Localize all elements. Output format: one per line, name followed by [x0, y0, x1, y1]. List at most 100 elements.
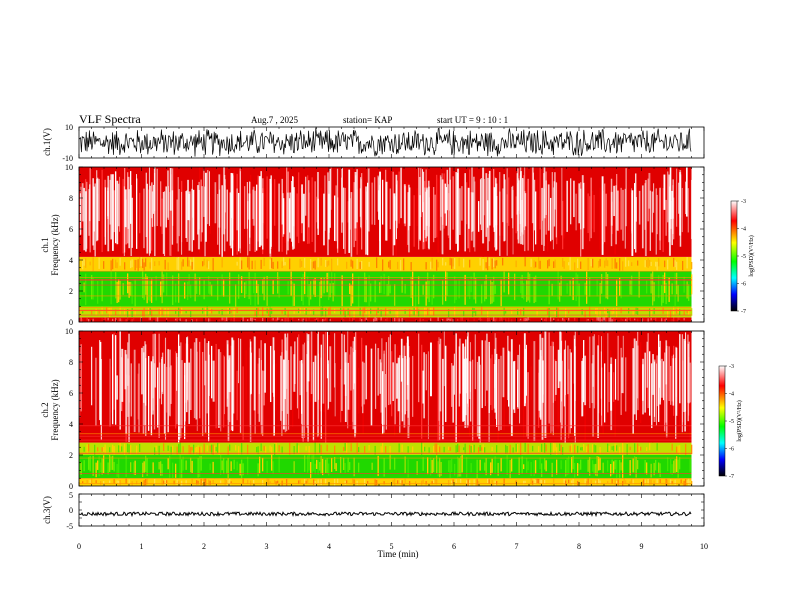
spectrogram-cell	[272, 261, 274, 270]
spectrogram-cell	[617, 190, 619, 231]
y-tick-label: 0	[69, 318, 73, 327]
spectrogram-cell	[397, 317, 399, 322]
spectrogram-cell	[374, 177, 376, 225]
spectrogram-cell	[143, 352, 145, 403]
spectrogram-cell	[177, 177, 179, 252]
spectrogram-cell	[619, 446, 621, 455]
spectrogram-cell	[623, 277, 625, 294]
spectrogram-cell	[209, 463, 211, 471]
spectrogram-cell	[298, 172, 300, 244]
spectrogram-cell	[167, 262, 169, 271]
spectrogram-cell	[223, 317, 225, 321]
spectrogram-cell	[683, 276, 685, 293]
spectrogram-cell	[199, 341, 201, 419]
spectrogram-cell	[284, 307, 286, 315]
spectrogram-cell	[352, 318, 354, 322]
spectrogram-cell	[544, 318, 546, 322]
spectrogram-cell	[322, 306, 324, 316]
spectrogram-cell	[271, 318, 273, 321]
spectrogram-cell	[190, 284, 192, 299]
spectrogram-cell	[104, 187, 107, 245]
spectrogram-cell	[83, 282, 85, 293]
spectrogram-cell	[535, 460, 537, 474]
spectrogram-cell	[569, 280, 571, 296]
spectrogram-cell	[527, 461, 529, 471]
spectrogram-cell	[217, 443, 219, 453]
spectrogram-cell	[289, 270, 291, 293]
spectrogram-cell	[166, 317, 168, 321]
spectrogram-cell	[652, 270, 654, 306]
spectrogram-cell	[571, 480, 573, 483]
spectrogram-cell	[317, 353, 319, 436]
spectrogram-cell	[125, 283, 127, 303]
spectrogram-cell	[598, 446, 600, 454]
spectrogram-cell	[112, 455, 114, 470]
spectrogram-cell	[157, 317, 159, 322]
spectrogram-cell	[212, 258, 214, 271]
spectrogram-cell	[221, 460, 223, 471]
spectrogram-cell	[193, 257, 195, 271]
spectrogram-cell	[531, 167, 534, 224]
spectrogram-cell	[470, 276, 472, 293]
spectrogram-cell	[127, 309, 129, 317]
spectrogram-cell	[103, 455, 105, 474]
spectrogram-cell	[491, 458, 493, 473]
spectrogram-cell	[676, 446, 678, 453]
spectrogram-cell	[253, 479, 255, 484]
spectrogram-cell	[169, 349, 171, 417]
spectrogram-cell	[277, 272, 279, 294]
spectrogram-cell	[212, 479, 214, 484]
spectrogram-cell	[538, 446, 540, 453]
spectrogram-cell	[143, 480, 145, 486]
spectrogram-cell	[482, 259, 484, 271]
spectrogram-cell	[602, 331, 604, 434]
spectrogram-cell	[137, 259, 139, 271]
spectrogram-cell	[380, 362, 382, 413]
spectrogram-cell	[555, 361, 557, 395]
spectrogram-cell	[635, 173, 637, 253]
spectrogram-cell	[448, 446, 450, 451]
spectrogram-cell	[659, 340, 661, 402]
spectrogram-cell	[209, 197, 211, 234]
spectrogram-cell	[164, 479, 166, 486]
spectrogram-cell	[418, 276, 420, 305]
spectrogram-cell	[128, 458, 130, 470]
spectrogram-cell	[573, 180, 575, 218]
spectrogram-cell	[214, 445, 216, 455]
spectrogram-cell	[101, 447, 103, 452]
spectrogram-cell	[488, 443, 490, 454]
spectrogram-cell	[479, 445, 481, 452]
spectrogram-cell	[449, 460, 451, 478]
spectrogram-cell	[671, 190, 673, 246]
spectrogram-cell	[278, 480, 280, 484]
spectrogram-cell	[421, 442, 423, 455]
spectrogram-cell	[317, 318, 319, 322]
spectrogram-cell	[122, 260, 124, 270]
spectrogram-cell	[687, 334, 689, 403]
spectrogram-cell	[101, 317, 103, 321]
spectrogram-cell	[550, 442, 552, 455]
spectrogram-cell	[667, 318, 669, 322]
spectrogram-cell	[142, 258, 144, 269]
spectrogram-cell	[83, 460, 85, 472]
spectrogram-cell	[481, 340, 483, 409]
spectrogram-cell	[679, 317, 681, 321]
spectrogram-cell	[523, 307, 525, 316]
spectrogram-cell	[554, 443, 556, 451]
spectrogram-cell	[365, 277, 367, 303]
spectrogram-cell	[314, 442, 316, 455]
spectrogram-cell	[230, 310, 232, 314]
spectrogram-cell	[91, 274, 93, 300]
spectrogram-cell	[286, 309, 288, 316]
spectrogram-cell	[642, 364, 644, 401]
spectrogram-cell	[252, 186, 255, 226]
spectrogram-cell	[526, 372, 528, 437]
spectrogram-cell	[83, 307, 85, 316]
spectrogram-cell	[670, 317, 672, 322]
spectrogram-cell	[91, 478, 93, 485]
spectrogram-cell	[314, 319, 316, 321]
spectrogram-cell	[493, 258, 495, 268]
spectrogram-cell	[163, 480, 165, 485]
spectrogram-cell	[462, 343, 464, 422]
spectrogram-cell	[80, 344, 82, 412]
